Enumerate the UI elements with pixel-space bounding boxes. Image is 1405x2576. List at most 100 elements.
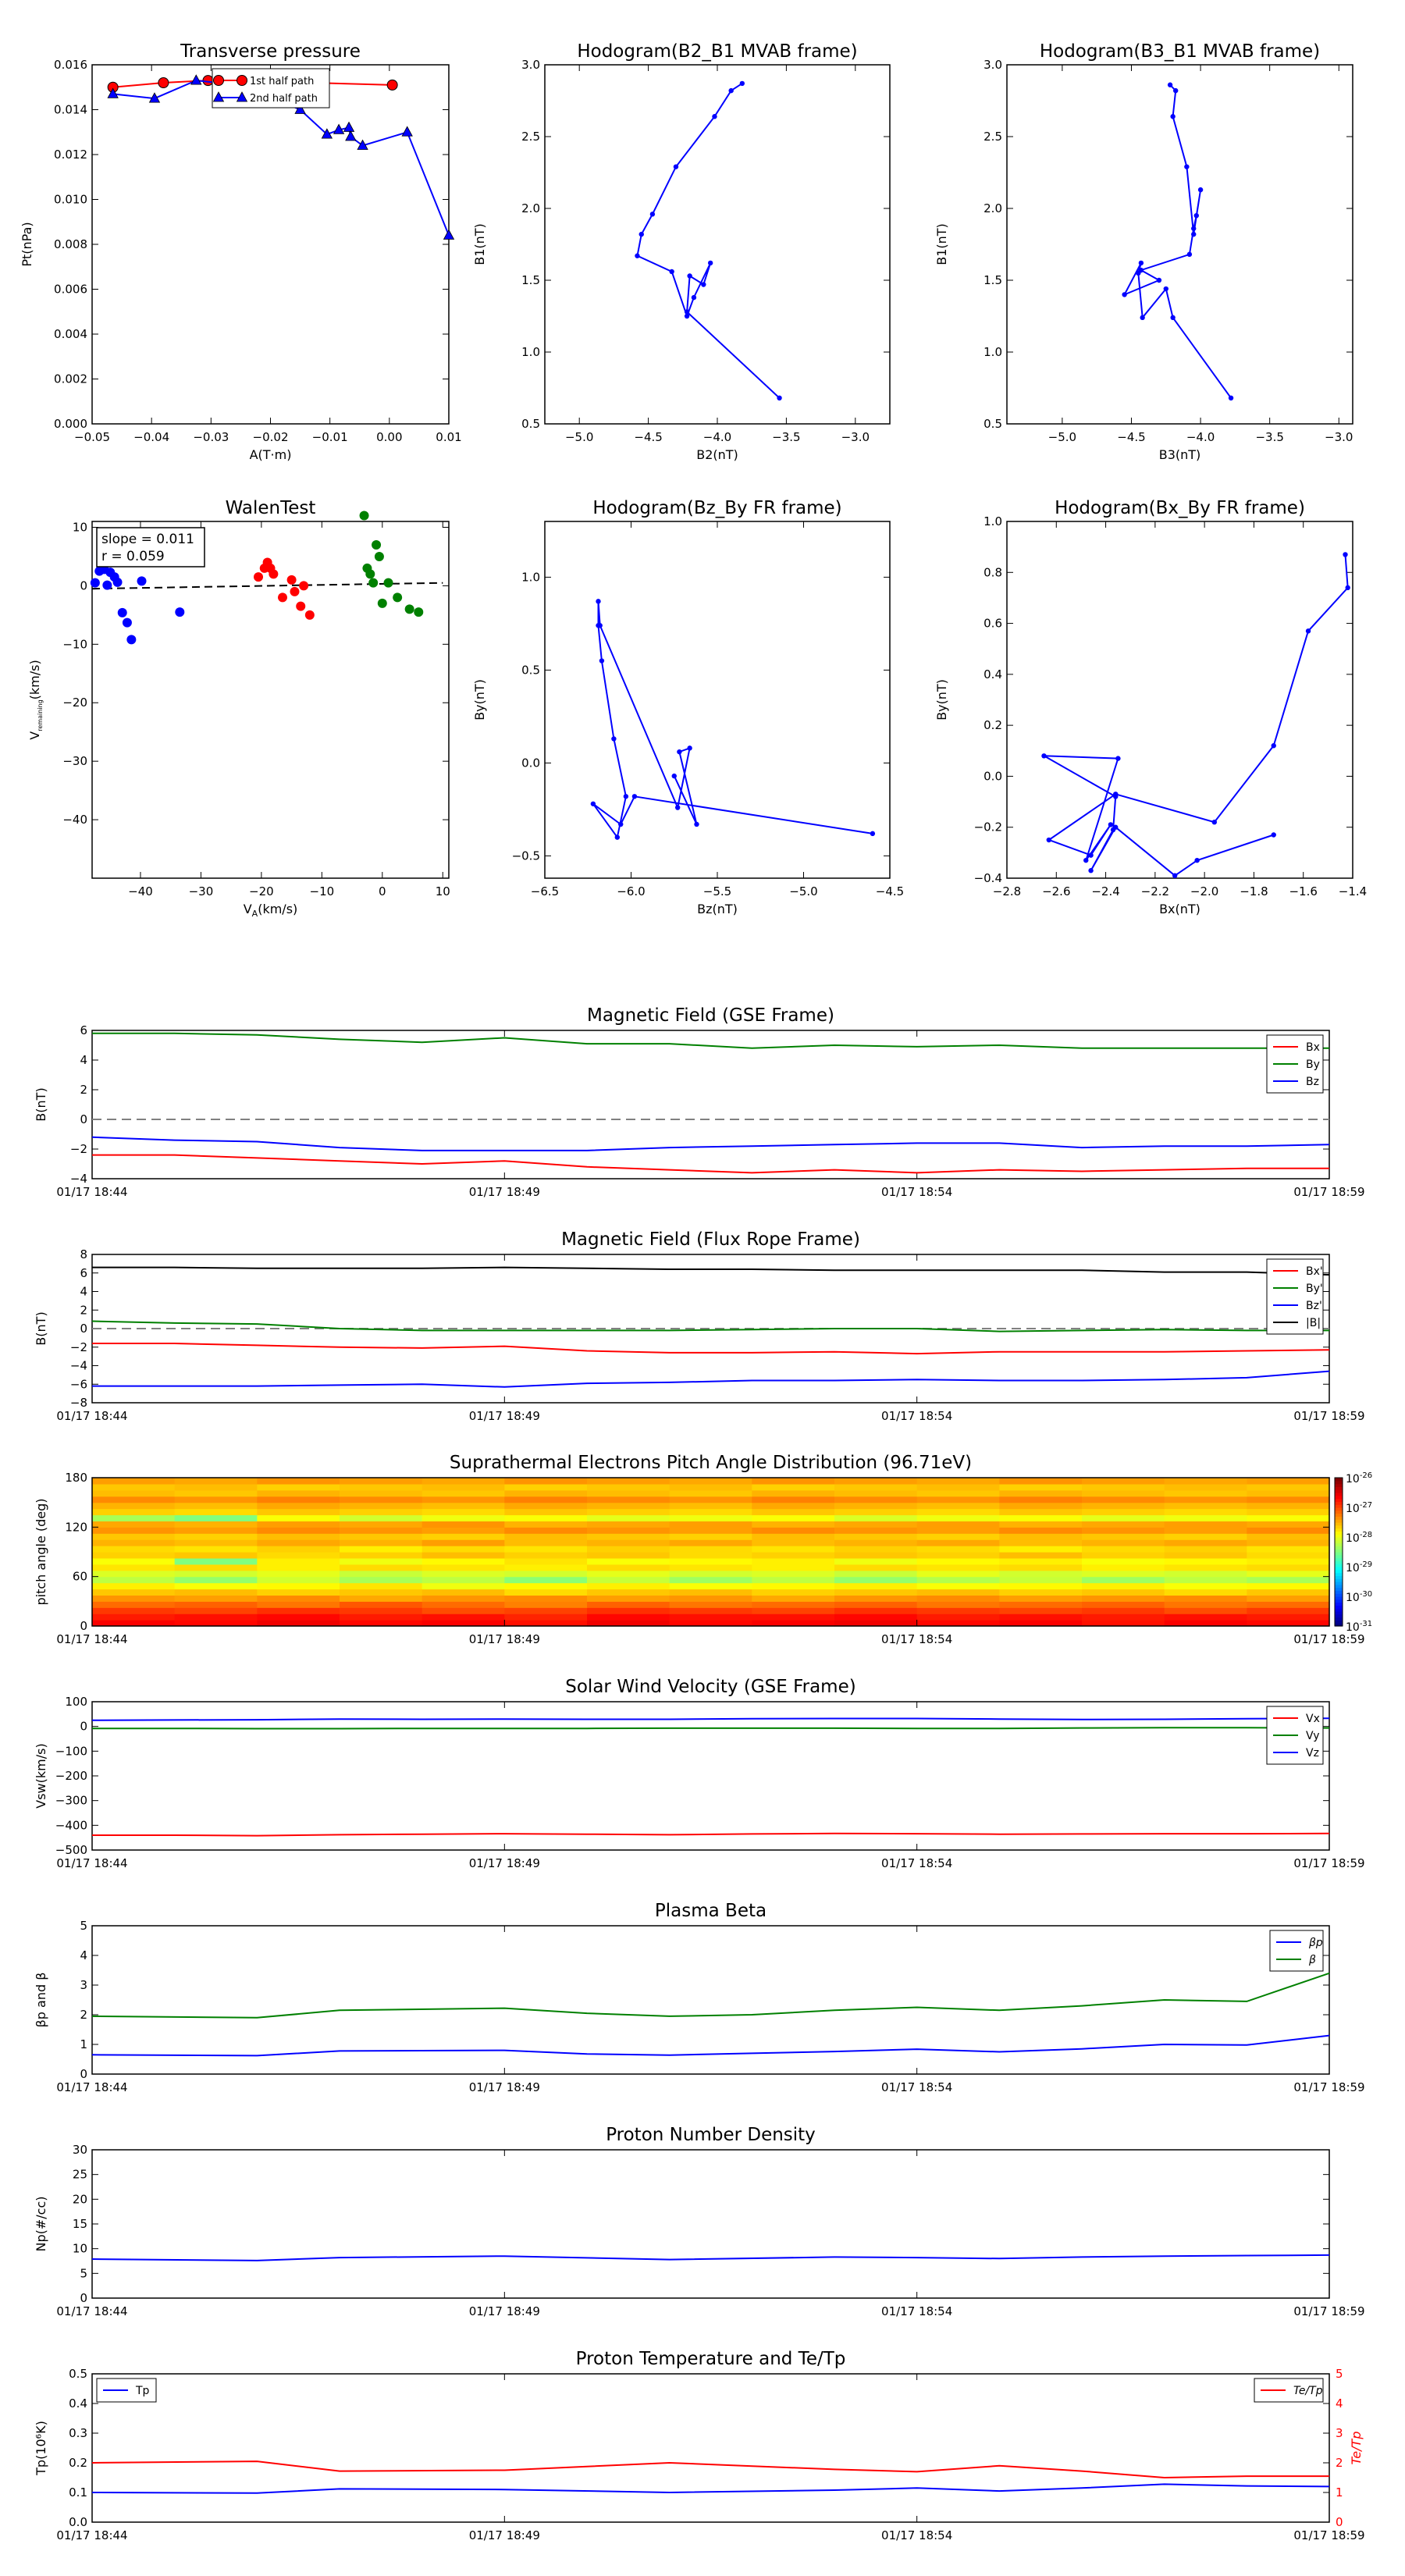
pad-cell bbox=[92, 1552, 176, 1559]
pad-cell bbox=[587, 1595, 670, 1602]
h1-point bbox=[635, 253, 640, 258]
pad-cell bbox=[340, 1557, 423, 1565]
bfr-legend-label: Bz' bbox=[1306, 1300, 1322, 1312]
pad-cell bbox=[257, 1539, 340, 1546]
pad-cell bbox=[92, 1614, 176, 1621]
pad-cell bbox=[916, 1564, 1000, 1571]
vsw-ytick-label: −300 bbox=[55, 1794, 87, 1808]
h4-point bbox=[1088, 868, 1094, 873]
tp-ytick-label: 0.004 bbox=[54, 327, 87, 341]
pad-colorbar-cell bbox=[1335, 1599, 1343, 1603]
bfr-ylabel: B(nT) bbox=[34, 1311, 48, 1345]
pad-cell bbox=[752, 1539, 835, 1546]
bfr-ytick-label: −4 bbox=[70, 1359, 87, 1373]
pad-cell bbox=[752, 1533, 835, 1540]
h4-xtick-label: −1.6 bbox=[1289, 884, 1317, 898]
pad-cell bbox=[1164, 1521, 1247, 1528]
pad-cell bbox=[916, 1614, 1000, 1621]
pad-cell bbox=[1164, 1514, 1247, 1522]
h1-point bbox=[673, 164, 679, 169]
pad-cell bbox=[999, 1607, 1083, 1614]
pad-cell bbox=[1082, 1557, 1165, 1565]
pad-cell bbox=[999, 1478, 1083, 1485]
h3-point bbox=[677, 749, 682, 755]
pad-cell bbox=[1164, 1533, 1247, 1540]
bfr-legend-label: Bx' bbox=[1306, 1265, 1323, 1278]
pad-cell bbox=[504, 1589, 588, 1596]
pad-cell bbox=[257, 1570, 340, 1578]
pad-cell bbox=[752, 1508, 835, 1516]
pad-cell bbox=[340, 1489, 423, 1497]
h3-series-line bbox=[592, 601, 873, 840]
pad-time-label: 01/17 18:59 bbox=[1293, 1632, 1364, 1646]
pad-cell bbox=[92, 1533, 176, 1540]
np-frame bbox=[91, 2149, 1330, 2299]
pad-cell bbox=[1164, 1478, 1247, 1485]
walen-xtick-label: −30 bbox=[189, 884, 214, 898]
pad-cell bbox=[1164, 1557, 1247, 1565]
vsw-frame bbox=[91, 1701, 1330, 1851]
pad-cell bbox=[422, 1601, 505, 1608]
pad-cell bbox=[916, 1489, 1000, 1497]
pad-colorbar-cell bbox=[1335, 1567, 1343, 1571]
pad-cell bbox=[1164, 1582, 1247, 1590]
beta-time-label: 01/17 18:44 bbox=[56, 2080, 127, 2094]
h3-point bbox=[597, 623, 603, 628]
pad-cell bbox=[422, 1508, 505, 1516]
pad-cell bbox=[587, 1601, 670, 1608]
np-ytick-label: 0 bbox=[80, 2291, 87, 2305]
pad-cell bbox=[1082, 1527, 1165, 1534]
pad-colorbar-cell bbox=[1335, 1542, 1343, 1546]
np-time-label: 01/17 18:44 bbox=[56, 2304, 127, 2318]
pad-cell bbox=[999, 1483, 1083, 1491]
walen-point bbox=[372, 539, 382, 550]
pad-cell bbox=[422, 1570, 505, 1578]
pad-cell bbox=[669, 1595, 752, 1602]
pad-cell bbox=[174, 1570, 258, 1578]
h2-ytick-label: 2.5 bbox=[984, 130, 1002, 144]
pad-cell bbox=[422, 1552, 505, 1559]
tpr-ytick-label: 0.0 bbox=[69, 2515, 87, 2529]
tpr-ytick-label: 0.5 bbox=[69, 2367, 87, 2381]
pad-cell bbox=[1247, 1508, 1330, 1516]
pad-cell bbox=[340, 1502, 423, 1510]
vsw-series-Vz bbox=[91, 1717, 1330, 1721]
pad-cell bbox=[1082, 1478, 1165, 1485]
h4-point bbox=[1113, 792, 1119, 797]
walen-ytick-label: 10 bbox=[73, 520, 87, 534]
vsw-time-label: 01/17 18:59 bbox=[1293, 1856, 1364, 1870]
pad-cell bbox=[174, 1521, 258, 1528]
pad-colorbar-cell bbox=[1335, 1552, 1343, 1556]
pad-cell bbox=[422, 1564, 505, 1571]
pad-cell bbox=[916, 1576, 1000, 1584]
beta-time-label: 01/17 18:54 bbox=[881, 2080, 952, 2094]
walen-point bbox=[102, 580, 112, 590]
beta-legend-box bbox=[1269, 1930, 1324, 1972]
tp-legend-marker bbox=[236, 91, 248, 102]
pad-cell bbox=[257, 1601, 340, 1608]
pad-cell bbox=[92, 1502, 176, 1510]
tpr-ytick-label: 0.4 bbox=[69, 2396, 87, 2411]
pad-cell bbox=[834, 1521, 918, 1528]
pad-cell bbox=[174, 1489, 258, 1497]
pad-cell bbox=[999, 1502, 1083, 1510]
np-panel: Proton Number Density Np(#/cc) 01/17 18:44… bbox=[34, 2125, 1365, 2318]
walen-point bbox=[286, 575, 297, 585]
pad-cell bbox=[92, 1521, 176, 1528]
h4-point bbox=[1041, 753, 1047, 759]
pad-cell bbox=[504, 1552, 588, 1559]
h4-point bbox=[1271, 743, 1276, 749]
pad-cell bbox=[174, 1564, 258, 1571]
pad-cell bbox=[257, 1557, 340, 1565]
pad-cell bbox=[422, 1483, 505, 1491]
walen-xtick-label: 10 bbox=[436, 884, 450, 898]
pad-cell bbox=[422, 1557, 505, 1565]
pad-cell bbox=[1247, 1502, 1330, 1510]
pad-colorbar-cell bbox=[1335, 1493, 1343, 1496]
pad-cell bbox=[752, 1546, 835, 1553]
pad-cell bbox=[1164, 1607, 1247, 1614]
pad-colorbar-cell bbox=[1335, 1546, 1343, 1550]
h1-ylabel: B1(nT) bbox=[472, 223, 487, 265]
pad-cell bbox=[834, 1614, 918, 1621]
beta-time-label: 01/17 18:59 bbox=[1293, 2080, 1364, 2094]
